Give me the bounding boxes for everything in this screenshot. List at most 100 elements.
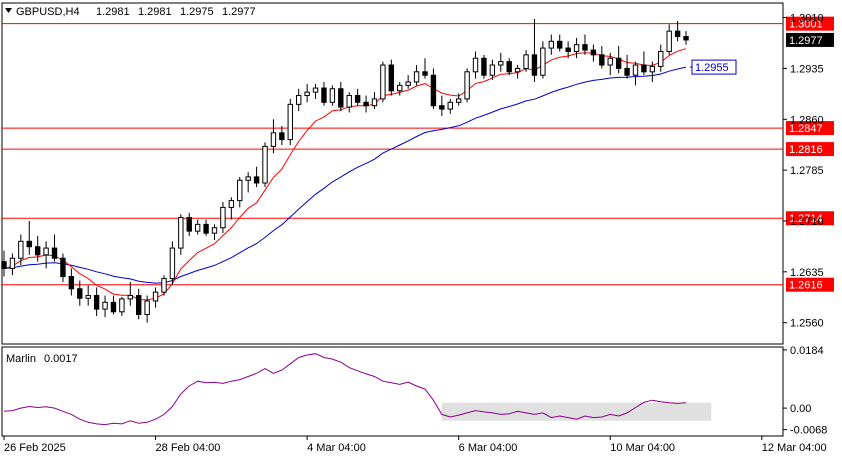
- candle[interactable]: [220, 201, 226, 234]
- candle[interactable]: [18, 234, 24, 266]
- candle[interactable]: [514, 65, 521, 79]
- candle[interactable]: [498, 52, 504, 72]
- candle[interactable]: [683, 31, 689, 45]
- candle[interactable]: [194, 219, 201, 235]
- candle[interactable]: [43, 241, 49, 269]
- candle[interactable]: [405, 75, 411, 89]
- candle-body: [599, 54, 605, 66]
- candle[interactable]: [60, 253, 66, 282]
- candle[interactable]: [203, 219, 209, 236]
- candle[interactable]: [296, 88, 302, 112]
- candle[interactable]: [489, 59, 496, 80]
- time-tick-label: 10 Mar 04:00: [610, 442, 675, 454]
- level-label-box: [786, 121, 834, 136]
- candle[interactable]: [540, 41, 546, 79]
- candle[interactable]: [237, 176, 243, 208]
- candle[interactable]: [573, 37, 580, 59]
- candle[interactable]: [68, 268, 75, 296]
- candle[interactable]: [211, 224, 218, 240]
- candle-body: [169, 247, 176, 280]
- candle[interactable]: [304, 84, 310, 103]
- candle[interactable]: [93, 287, 100, 316]
- candle[interactable]: [228, 197, 235, 220]
- candle[interactable]: [481, 54, 487, 79]
- candle-body: [237, 179, 243, 202]
- candle[interactable]: [178, 214, 184, 255]
- candle[interactable]: [144, 295, 150, 323]
- candle[interactable]: [77, 280, 83, 306]
- candle[interactable]: [287, 98, 293, 146]
- candle[interactable]: [447, 98, 453, 114]
- candle[interactable]: [557, 34, 563, 52]
- candle[interactable]: [85, 285, 91, 306]
- candle[interactable]: [346, 92, 352, 113]
- candle[interactable]: [371, 92, 378, 110]
- candle[interactable]: [658, 44, 664, 72]
- candle[interactable]: [152, 287, 159, 308]
- candle[interactable]: [245, 172, 251, 193]
- candle-body: [354, 95, 361, 103]
- candle[interactable]: [599, 46, 605, 69]
- candle[interactable]: [607, 52, 613, 76]
- candle[interactable]: [472, 51, 479, 79]
- candle[interactable]: [388, 59, 395, 96]
- candle[interactable]: [262, 142, 268, 188]
- candle[interactable]: [161, 275, 167, 296]
- candle[interactable]: [51, 234, 58, 262]
- candle[interactable]: [1, 250, 7, 277]
- candle[interactable]: [439, 95, 445, 116]
- candle[interactable]: [338, 81, 344, 112]
- candle[interactable]: [363, 95, 369, 113]
- candle-body: [388, 64, 395, 92]
- level-label-box: [786, 142, 834, 157]
- candle[interactable]: [9, 253, 16, 276]
- candle[interactable]: [666, 24, 672, 55]
- candle[interactable]: [329, 85, 336, 106]
- candle[interactable]: [397, 81, 403, 96]
- candles-layer[interactable]: [1, 18, 689, 323]
- candle[interactable]: [312, 84, 319, 99]
- candle[interactable]: [464, 68, 470, 103]
- candle-body: [422, 71, 428, 76]
- candle[interactable]: [624, 54, 630, 79]
- candle[interactable]: [649, 61, 656, 82]
- candle[interactable]: [523, 50, 529, 72]
- candle[interactable]: [26, 220, 32, 255]
- candle[interactable]: [615, 46, 622, 74]
- candle[interactable]: [674, 20, 681, 42]
- candle[interactable]: [34, 235, 41, 262]
- candle[interactable]: [413, 65, 420, 86]
- candle[interactable]: [531, 18, 538, 82]
- candle[interactable]: [582, 34, 588, 55]
- candle[interactable]: [186, 212, 192, 236]
- candle[interactable]: [102, 295, 108, 318]
- candle[interactable]: [422, 58, 428, 79]
- collapse-triangle-icon[interactable]: [5, 8, 12, 13]
- candle[interactable]: [590, 44, 597, 62]
- osc-tick-label: 0.0184: [790, 345, 824, 357]
- candle[interactable]: [270, 119, 277, 154]
- candle-body: [245, 176, 251, 181]
- candle-body: [60, 257, 66, 278]
- candle[interactable]: [279, 126, 285, 146]
- candle[interactable]: [169, 241, 176, 286]
- candle-body: [472, 57, 479, 73]
- candle[interactable]: [119, 296, 125, 316]
- candle[interactable]: [548, 34, 554, 55]
- candle[interactable]: [380, 61, 386, 103]
- candle[interactable]: [321, 81, 327, 106]
- candle[interactable]: [253, 166, 260, 188]
- candle[interactable]: [127, 281, 134, 306]
- candle[interactable]: [110, 295, 117, 315]
- candle[interactable]: [430, 68, 437, 110]
- candle[interactable]: [506, 58, 512, 76]
- candle[interactable]: [641, 51, 647, 76]
- candle[interactable]: [455, 93, 462, 106]
- candle[interactable]: [354, 88, 361, 106]
- candle[interactable]: [632, 61, 639, 86]
- current-price-box: [786, 32, 834, 47]
- candle[interactable]: [136, 288, 142, 320]
- candle[interactable]: [565, 41, 571, 59]
